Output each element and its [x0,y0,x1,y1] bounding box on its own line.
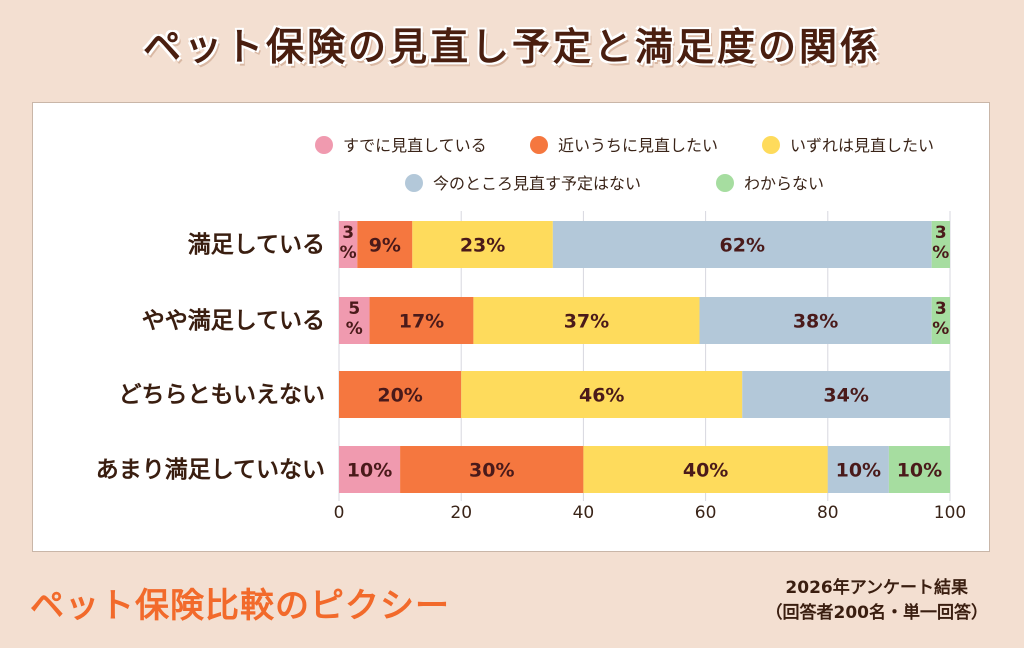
data-label: 23% [460,235,505,257]
legend-item-review-soon: 近いうちに見直したい [530,133,718,159]
legend-label: 今のところ見直す予定はない [433,174,642,193]
data-label: 10% [347,460,392,482]
data-label: 3% [932,299,949,339]
survey-note-line-1: 2026年アンケート結果 [785,578,969,598]
x-tick-label: 0 [334,503,345,523]
legend-item-no-plan: 今のところ見直す予定はない [405,171,641,197]
bar-segment [461,371,743,418]
legend-label: 近いうちに見直したい [558,136,719,155]
chart-card: すでに見直している 近いうちに見直したい いずれは見直したい 今のところ見直す予… [32,102,990,552]
data-label: 46% [579,385,624,407]
category-label-somewhat-satisfied: やや満足している [141,308,325,334]
category-label-not-satisfied: あまり満足していない [95,457,325,483]
legend-row-2: 今のところ見直す予定はない わからない [33,171,991,197]
legend-row-1: すでに見直している 近いうちに見直したい いずれは見直したい [33,133,991,159]
data-label: 9% [369,235,401,257]
bar-segment [339,297,370,344]
legend-label: いずれは見直したい [790,136,935,155]
bar-segment [339,371,462,418]
legend-label: すでに見直している [343,136,487,155]
data-label: 3% [932,223,949,263]
bar-segment [552,221,932,268]
stacked-bar-plot: 3% 9% 23% 62% 3 % 5% 17% 37% 38% 3 % 20% 46% 34% 10% 30%… [334,211,966,523]
legend-item-review-eventually: いずれは見直したい [762,133,934,159]
bar-segment [369,297,474,344]
bar-segment [827,446,889,493]
legend-swatch [405,174,423,192]
data-label: 10% [897,460,942,482]
legend-swatch [716,174,734,192]
data-label: 5% [346,299,363,339]
x-tick-label: 80 [817,503,839,523]
bar-segment [931,221,950,268]
brand-logo-text: ペット保険比較のピクシー [30,586,450,626]
category-label-neutral: どちらともいえない [118,382,325,408]
legend-swatch [315,136,333,154]
bar-segment [699,297,932,344]
bar-segment [357,221,413,268]
category-label-satisfied: 満足している [187,232,325,258]
page-title: ペット保険の見直し予定と満足度の関係 [142,25,881,69]
bar-segment [888,446,950,493]
survey-note: 2026年アンケート結果 （回答者200名・単一回答） [766,576,989,626]
data-label: 10% [836,460,881,482]
legend-item-unknown: わからない [716,171,824,197]
legend-item-already-reviewing: すでに見直している [315,133,487,159]
data-label: 62% [720,235,765,257]
x-tick-label: 40 [573,503,595,523]
bar-segment [339,446,401,493]
data-label: 40% [683,460,728,482]
bar-segment [473,297,700,344]
data-label: 20% [377,385,422,407]
x-tick-label: 60 [695,503,717,523]
bar-segment [339,221,358,268]
legend-label: わからない [744,174,825,193]
bar-segment [400,446,584,493]
bar-segment [412,221,553,268]
survey-note-line-2: （回答者200名・単一回答） [765,603,989,623]
data-label: 38% [793,311,838,333]
x-tick-label: 100 [934,503,966,523]
bar-segment [742,371,950,418]
data-label: 34% [823,385,868,407]
data-label: 30% [469,460,514,482]
legend-swatch [762,136,780,154]
data-label: 37% [564,311,609,333]
data-label: 17% [399,311,444,333]
x-tick-label: 20 [450,503,472,523]
bar-segment [931,297,950,344]
data-label: 3% [340,223,357,263]
bar-segment [583,446,828,493]
legend-swatch [530,136,548,154]
